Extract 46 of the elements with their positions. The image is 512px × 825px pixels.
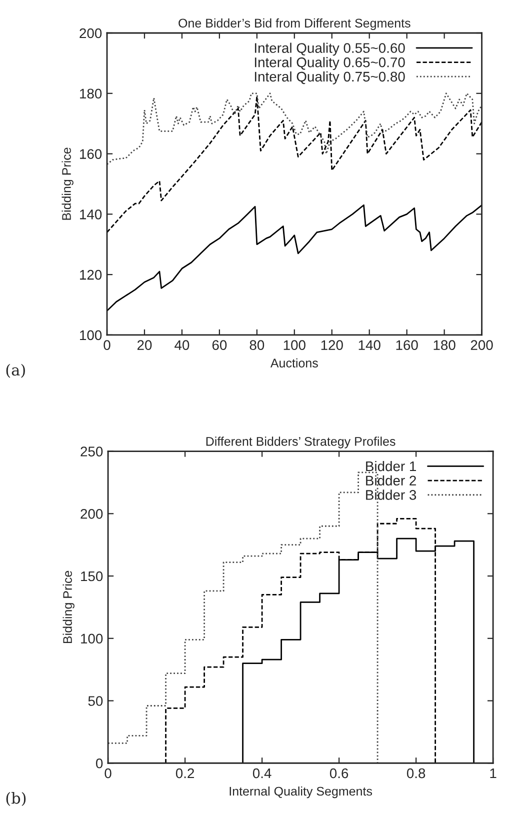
x-tick-label: 20 bbox=[137, 340, 152, 350]
chart-title: Different Bidders’ Strategy Profiles bbox=[206, 436, 396, 448]
y-tick-label: 140 bbox=[80, 210, 102, 220]
legend-label: Interal Quality 0.65~0.70 bbox=[254, 57, 405, 70]
legend-label: Interal Quality 0.55~0.60 bbox=[254, 42, 405, 56]
x-tick-label: 80 bbox=[250, 340, 264, 350]
y-tick-label: 100 bbox=[80, 330, 102, 340]
x-tick-label: 160 bbox=[396, 340, 418, 350]
y-axis-title: Bidding Price bbox=[62, 148, 74, 220]
x-tick-label: 0 bbox=[104, 768, 112, 778]
x-tick-label: 140 bbox=[358, 340, 380, 350]
text: (a) bbox=[6, 364, 25, 378]
y-tick-label: 150 bbox=[81, 571, 103, 582]
y-tick-label: 200 bbox=[80, 28, 102, 38]
x-tick-label: 0.4 bbox=[252, 768, 272, 778]
line-series bbox=[107, 96, 482, 233]
y-axis-title: Bidding Price bbox=[62, 570, 74, 643]
x-tick-label: 180 bbox=[434, 340, 456, 350]
y-tick-label: 50 bbox=[88, 696, 103, 706]
x-tick-label: 200 bbox=[470, 340, 493, 350]
x-tick-label: 60 bbox=[212, 340, 227, 350]
legend-label: Bidder 3 bbox=[366, 490, 416, 500]
line-series bbox=[107, 92, 482, 166]
text: (b) bbox=[6, 792, 26, 806]
x-tick-label: 100 bbox=[284, 340, 306, 350]
legend-label: Interal Quality 0.75~0.80 bbox=[254, 71, 405, 84]
x-axis-title: Auctions bbox=[270, 358, 318, 368]
y-tick-label: 0 bbox=[96, 758, 103, 768]
chart-title: One Bidder’s Bid from Different Segments bbox=[178, 18, 410, 30]
y-tick-label: 120 bbox=[80, 270, 102, 280]
y-tick-label: 200 bbox=[80, 508, 103, 519]
x-tick-label: 0.6 bbox=[330, 768, 348, 778]
y-tick-label: 100 bbox=[81, 634, 103, 644]
y-tick-label: 180 bbox=[80, 88, 102, 99]
x-axis-title: Internal Quality Segments bbox=[230, 786, 372, 798]
x-tick-label: 40 bbox=[174, 340, 190, 350]
x-tick-label: 120 bbox=[321, 340, 343, 350]
x-tick-label: 1 bbox=[490, 768, 496, 778]
legend-label: Bidder 2 bbox=[366, 475, 416, 486]
legend-label: Bidder 1 bbox=[366, 460, 416, 472]
y-tick-label: 250 bbox=[80, 446, 103, 456]
x-tick-label: 0 bbox=[104, 340, 110, 350]
line-series bbox=[107, 204, 482, 312]
x-tick-label: 0.8 bbox=[406, 768, 426, 778]
x-tick-label: 0.2 bbox=[176, 768, 194, 778]
y-tick-label: 160 bbox=[80, 149, 102, 159]
